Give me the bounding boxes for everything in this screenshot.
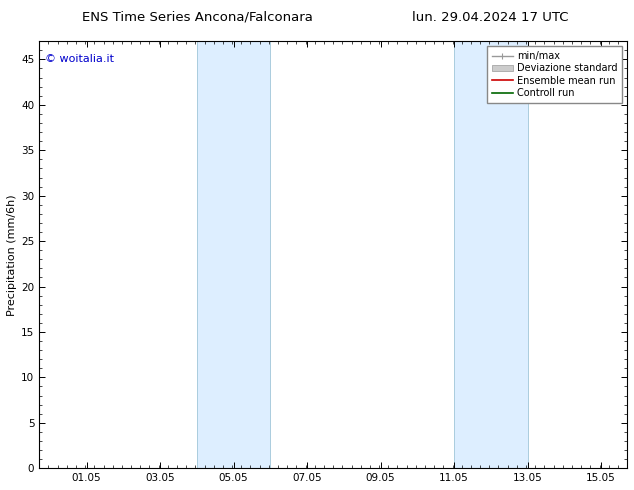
Y-axis label: Precipitation (mm/6h): Precipitation (mm/6h) [7,194,17,316]
Text: © woitalia.it: © woitalia.it [45,54,114,64]
Legend: min/max, Deviazione standard, Ensemble mean run, Controll run: min/max, Deviazione standard, Ensemble m… [487,46,622,103]
Text: ENS Time Series Ancona/Falconara: ENS Time Series Ancona/Falconara [82,11,313,24]
Bar [197,41,270,468]
Bar [454,41,527,468]
Text: lun. 29.04.2024 17 UTC: lun. 29.04.2024 17 UTC [412,11,569,24]
